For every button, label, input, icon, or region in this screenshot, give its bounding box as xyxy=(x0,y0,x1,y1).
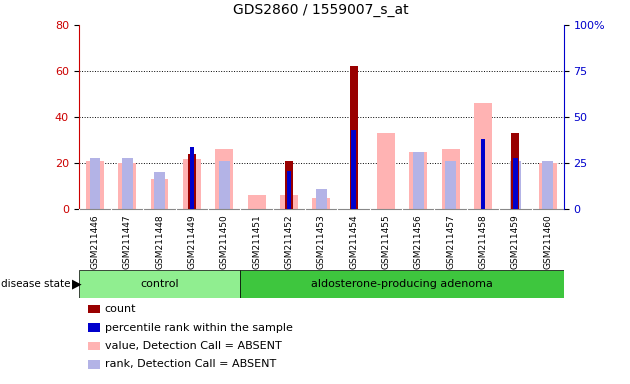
Bar xyxy=(241,270,564,298)
Text: control: control xyxy=(140,279,179,289)
Bar xyxy=(542,161,553,209)
Text: GSM211457: GSM211457 xyxy=(446,214,455,269)
Bar xyxy=(445,161,456,209)
Bar xyxy=(215,149,233,209)
Text: value, Detection Call = ABSENT: value, Detection Call = ABSENT xyxy=(105,341,282,351)
Bar xyxy=(513,158,518,209)
Text: GSM211449: GSM211449 xyxy=(188,214,197,269)
Bar xyxy=(89,158,100,209)
Bar xyxy=(481,139,486,209)
Text: GSM211452: GSM211452 xyxy=(285,214,294,269)
Text: GSM211450: GSM211450 xyxy=(220,214,229,269)
Bar xyxy=(351,130,356,209)
Bar xyxy=(219,161,229,209)
Bar xyxy=(442,149,459,209)
Bar xyxy=(410,152,427,209)
Text: GSM211447: GSM211447 xyxy=(123,214,132,269)
Bar xyxy=(183,159,201,209)
Bar xyxy=(151,179,168,209)
Bar xyxy=(280,195,298,209)
Text: GSM211460: GSM211460 xyxy=(543,214,552,269)
Bar xyxy=(312,198,330,209)
Bar xyxy=(190,147,195,209)
Bar xyxy=(287,170,292,209)
Text: GSM211458: GSM211458 xyxy=(479,214,488,269)
Text: GSM211455: GSM211455 xyxy=(382,214,391,269)
Bar xyxy=(413,152,423,209)
Bar xyxy=(539,163,556,209)
Text: percentile rank within the sample: percentile rank within the sample xyxy=(105,323,292,333)
Text: GSM211459: GSM211459 xyxy=(511,214,520,269)
Text: count: count xyxy=(105,304,136,314)
Text: GSM211451: GSM211451 xyxy=(252,214,261,269)
Bar xyxy=(154,172,165,209)
Bar xyxy=(285,161,293,209)
Text: GSM211454: GSM211454 xyxy=(349,214,358,269)
Text: GSM211453: GSM211453 xyxy=(317,214,326,269)
Text: GSM211446: GSM211446 xyxy=(91,214,100,269)
Bar xyxy=(377,133,395,209)
Bar xyxy=(79,270,241,298)
Bar xyxy=(512,133,519,209)
Bar xyxy=(122,158,132,209)
Text: rank, Detection Call = ABSENT: rank, Detection Call = ABSENT xyxy=(105,359,276,369)
Text: GSM211456: GSM211456 xyxy=(414,214,423,269)
Bar xyxy=(188,154,196,209)
Bar xyxy=(248,195,265,209)
Bar xyxy=(510,161,520,209)
Bar xyxy=(118,163,136,209)
Bar xyxy=(474,103,492,209)
Text: GDS2860 / 1559007_s_at: GDS2860 / 1559007_s_at xyxy=(234,3,409,17)
Text: aldosterone-producing adenoma: aldosterone-producing adenoma xyxy=(311,279,493,289)
Bar xyxy=(316,189,326,209)
Text: disease state: disease state xyxy=(1,279,71,289)
Bar xyxy=(350,66,358,209)
Text: GSM211448: GSM211448 xyxy=(155,214,164,269)
Text: ▶: ▶ xyxy=(72,277,82,290)
Bar xyxy=(86,161,104,209)
